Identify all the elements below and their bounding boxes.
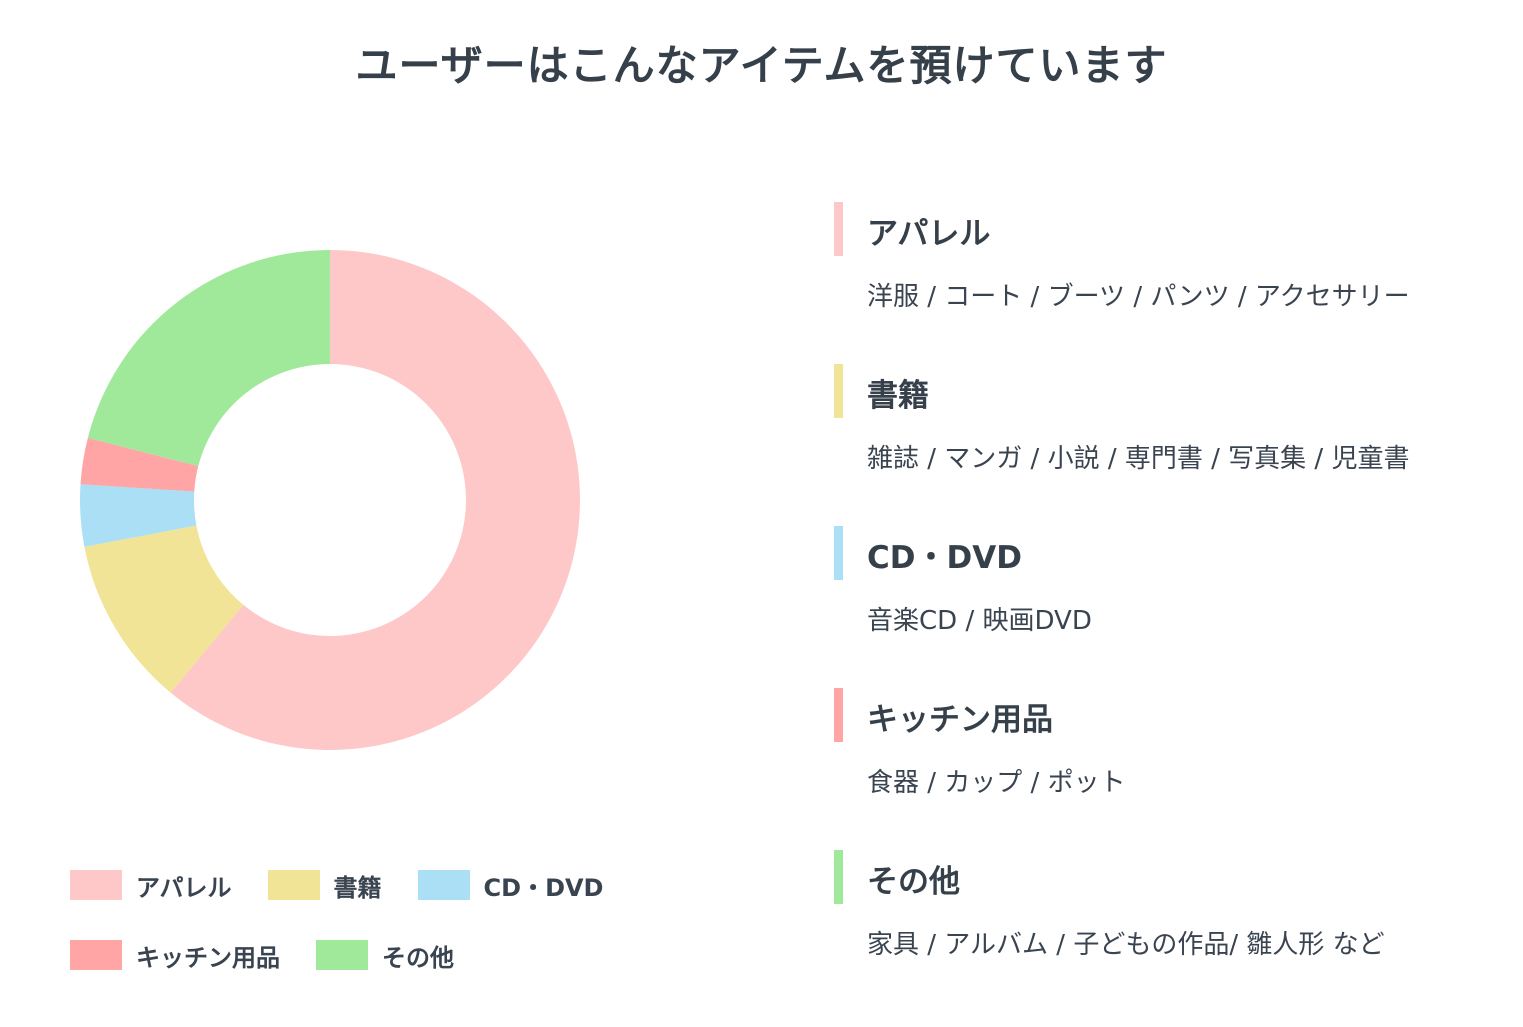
legend-row: アパレル 書籍 CD・DVD: [70, 862, 710, 908]
category-color-bar: [834, 850, 843, 904]
category-title: 書籍: [867, 378, 929, 414]
page-title: ユーザーはこんなアイテムを預けています: [355, 41, 1168, 90]
category-title: アパレル: [867, 216, 991, 252]
legend-item-cd-dvd[interactable]: CD・DVD: [417, 868, 604, 903]
legend-swatch-other: [316, 940, 368, 970]
category-books: 書籍 雑誌 / マンガ / 小説 / 専門書 / 写真集 / 児童書: [834, 364, 1494, 526]
legend-item-books[interactable]: 書籍: [267, 868, 382, 903]
legend-item-kitchen[interactable]: キッチン用品: [70, 938, 280, 973]
category-color-bar: [834, 202, 843, 256]
slice-other[interactable]: [87, 250, 330, 467]
slice-books[interactable]: [84, 525, 244, 693]
category-description: 雑誌 / マンガ / 小説 / 専門書 / 写真集 / 児童書: [867, 444, 1410, 474]
legend-label-cd-dvd: CD・DVD: [483, 873, 604, 902]
chart-legend: アパレル 書籍 CD・DVD キッチン用品 その他: [70, 862, 710, 1002]
category-description: 音楽CD / 映画DVD: [867, 606, 1092, 636]
category-title: CD・DVD: [867, 540, 1022, 576]
category-description: 家具 / アルバム / 子どもの作品/ 雛人形 など: [867, 930, 1385, 960]
legend-item-apparel[interactable]: アパレル: [70, 868, 232, 903]
legend-label-kitchen: キッチン用品: [136, 943, 280, 972]
category-kitchen: キッチン用品 食器 / カップ / ポット: [834, 688, 1494, 850]
category-title: キッチン用品: [867, 702, 1053, 738]
legend-row: キッチン用品 その他: [70, 932, 710, 978]
legend-swatch-cd-dvd: [417, 870, 470, 900]
category-description: 洋服 / コート / ブーツ / パンツ / アクセサリー: [867, 282, 1410, 312]
slice-kitchen[interactable]: [80, 437, 199, 492]
category-other: その他 家具 / アルバム / 子どもの作品/ 雛人形 など: [834, 850, 1494, 1012]
category-color-bar: [834, 364, 843, 418]
legend-label-books: 書籍: [333, 873, 382, 902]
category-color-bar: [834, 688, 843, 742]
donut-chart: [80, 250, 581, 750]
slice-cd-dvd[interactable]: [80, 484, 197, 547]
legend-swatch-apparel: [70, 870, 122, 900]
legend-label-other: その他: [382, 943, 454, 972]
legend-item-other[interactable]: その他: [316, 938, 454, 973]
legend-swatch-kitchen: [70, 940, 122, 970]
legend-label-apparel: アパレル: [136, 873, 232, 902]
category-apparel: アパレル 洋服 / コート / ブーツ / パンツ / アクセサリー: [834, 202, 1494, 364]
category-title: その他: [867, 864, 960, 900]
slice-apparel[interactable]: [170, 250, 581, 750]
category-description: 食器 / カップ / ポット: [867, 768, 1126, 798]
category-list: アパレル 洋服 / コート / ブーツ / パンツ / アクセサリー 書籍 雑誌…: [834, 202, 1494, 1012]
category-color-bar: [834, 526, 843, 580]
category-cd-dvd: CD・DVD 音楽CD / 映画DVD: [834, 526, 1494, 688]
legend-swatch-books: [267, 870, 320, 900]
